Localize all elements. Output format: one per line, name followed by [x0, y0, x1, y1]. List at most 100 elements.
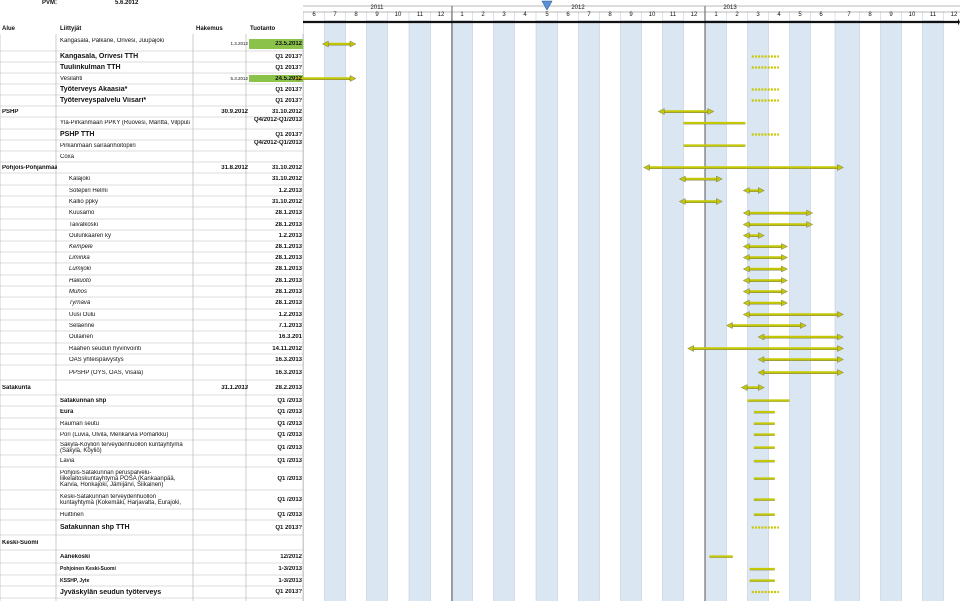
gantt-arrow-end	[758, 384, 765, 391]
month-label: 12	[437, 12, 445, 18]
row-alue: Pohjois-Pohjanmaa	[2, 164, 57, 171]
row-liittyja: Pori (Luvia, Ulvila, Merikarvia Pomarkku…	[60, 431, 169, 438]
gantt-arrow-start	[742, 254, 750, 261]
row-liittyja: Taivalkoski	[69, 221, 99, 228]
gantt-arrow-end	[781, 265, 788, 273]
row-liittyja: Vesilahti	[60, 75, 83, 82]
row-liittyja: Ylä-Pirkanmaan PPKY (Ruovesi, Mänttä, Vi…	[60, 120, 190, 126]
month-label: 11	[929, 12, 937, 18]
row-hakemus: 30.9.2012	[221, 108, 248, 115]
row-liittyja: Muhos	[69, 288, 88, 295]
row-tuotanto: Q4/2012-Q1/2013	[253, 117, 302, 123]
row-tuotanto: 1-3/2013	[278, 566, 302, 572]
month-label: 6	[566, 12, 570, 18]
month-stripe	[880, 20, 902, 601]
gantt-arrow-end	[716, 175, 723, 183]
month-stripe	[789, 20, 811, 601]
tuotanto-highlight	[249, 39, 303, 49]
header-tuotanto: Tuotanto	[250, 26, 276, 32]
month-stripe	[620, 20, 642, 601]
row-liittyja: Sotepiiri Helmi	[69, 187, 108, 194]
row-tuotanto: Q1 /2013	[277, 475, 302, 482]
month-label: 4	[523, 12, 527, 18]
gantt-arrow-end	[806, 209, 814, 217]
gantt-arrow-end	[781, 277, 788, 284]
row-tuotanto: Q1 2013?	[275, 64, 302, 71]
gantt-arrow-start	[742, 288, 750, 295]
month-label: 12	[950, 12, 958, 18]
row-liittyja: KSSHP, Jyte	[60, 577, 90, 584]
gantt-arrow-end	[758, 232, 765, 239]
row-tuotanto: Q1 /2013	[277, 444, 302, 451]
row-hakemus: 31.8.2012	[221, 164, 248, 171]
row-liittyja: Eura	[60, 409, 74, 415]
gantt-arrow-start	[757, 356, 765, 363]
row-liittyja: Kalajoki	[69, 176, 91, 182]
month-label: 8	[354, 12, 358, 18]
row-tuotanto: 16.3.2013	[275, 369, 302, 376]
gantt-arrow-end	[781, 288, 788, 295]
row-liittyja: Kallio ppky	[69, 198, 99, 205]
header-hakemus: Hakemus	[196, 26, 223, 32]
month-stripe	[409, 20, 431, 601]
row-hakemus: 31.1.2013	[221, 384, 248, 391]
month-label: 11	[416, 12, 424, 18]
month-label: 6	[312, 12, 316, 18]
row-hakemus: 1.3.2012	[230, 41, 248, 46]
month-label: 10	[908, 12, 916, 18]
row-tuotanto: 28.1.2013	[275, 221, 302, 228]
month-label: 8	[868, 12, 872, 18]
gantt-arrow-start	[742, 209, 750, 217]
gantt-arrow-end	[837, 311, 844, 318]
month-stripe	[835, 20, 860, 601]
gantt-arrow-start	[742, 299, 750, 307]
row-tuotanto: Q1 2013?	[275, 589, 302, 595]
row-tuotanto: 7.1.2013	[278, 322, 302, 329]
row-hakemus: 5.3.2012	[230, 75, 248, 81]
row-liittyja: Liminka	[69, 254, 90, 261]
row-liittyja: OAS yhteispäivystys	[69, 356, 124, 363]
month-label: 3	[502, 12, 506, 18]
row-tuotanto: Q1 2013?	[275, 53, 302, 60]
gantt-arrow-end	[837, 369, 844, 376]
gantt-arrow-start	[726, 322, 733, 329]
row-liittyja: Kangasala, Pälkäne, Orivesi, Juupajoki	[60, 38, 165, 44]
gantt-arrow-start	[742, 311, 750, 318]
row-tuotanto: 31.10.2012	[271, 198, 302, 205]
row-tuotanto: 28.1.2013	[275, 288, 302, 295]
pvm-label: PVM:	[42, 0, 57, 6]
row-tuotanto: Q1 /2013	[277, 409, 302, 415]
month-label: 9	[629, 12, 633, 18]
row-tuotanto: 24.5.2012	[275, 75, 302, 82]
month-label: 10	[648, 12, 656, 18]
month-label: 6	[819, 12, 823, 18]
month-label: 8	[608, 12, 612, 18]
timeline-arrowhead	[958, 18, 960, 26]
gantt-arrow-end	[781, 243, 788, 250]
row-tuotanto: 16.3.201	[278, 334, 302, 340]
gantt-arrow-start	[678, 198, 686, 205]
gantt-arrow-end	[837, 356, 844, 363]
month-stripe	[705, 20, 727, 601]
row-liittyja: Satakunnan shp TTH	[60, 524, 130, 531]
year-label: 2013	[723, 5, 737, 11]
month-label: 1	[460, 12, 464, 18]
row-tuotanto: Q1 2013?	[275, 524, 302, 531]
row-liittyja: Lavia	[60, 458, 75, 464]
gantt-arrow-start	[742, 243, 750, 250]
month-label: 3	[756, 12, 760, 18]
row-tuotanto: Q1 /2013	[277, 511, 302, 518]
month-label: 7	[587, 12, 591, 18]
month-stripe	[451, 20, 473, 601]
gantt-arrow-start	[742, 232, 750, 239]
row-liittyja: Rauman seutu	[60, 420, 100, 427]
row-tuotanto: 1.2.2013	[278, 232, 302, 239]
row-liittyja: Huittinen	[60, 511, 84, 518]
row-liittyja: Äänekoski	[60, 553, 91, 560]
row-tuotanto: Q1 /2013	[277, 458, 302, 464]
row-liittyja: Oulainen	[69, 334, 94, 340]
year-label: 2011	[370, 5, 384, 11]
gantt-arrow-start	[742, 221, 750, 228]
gantt-arrow-end	[716, 198, 723, 205]
gantt-arrow-start	[687, 345, 694, 352]
